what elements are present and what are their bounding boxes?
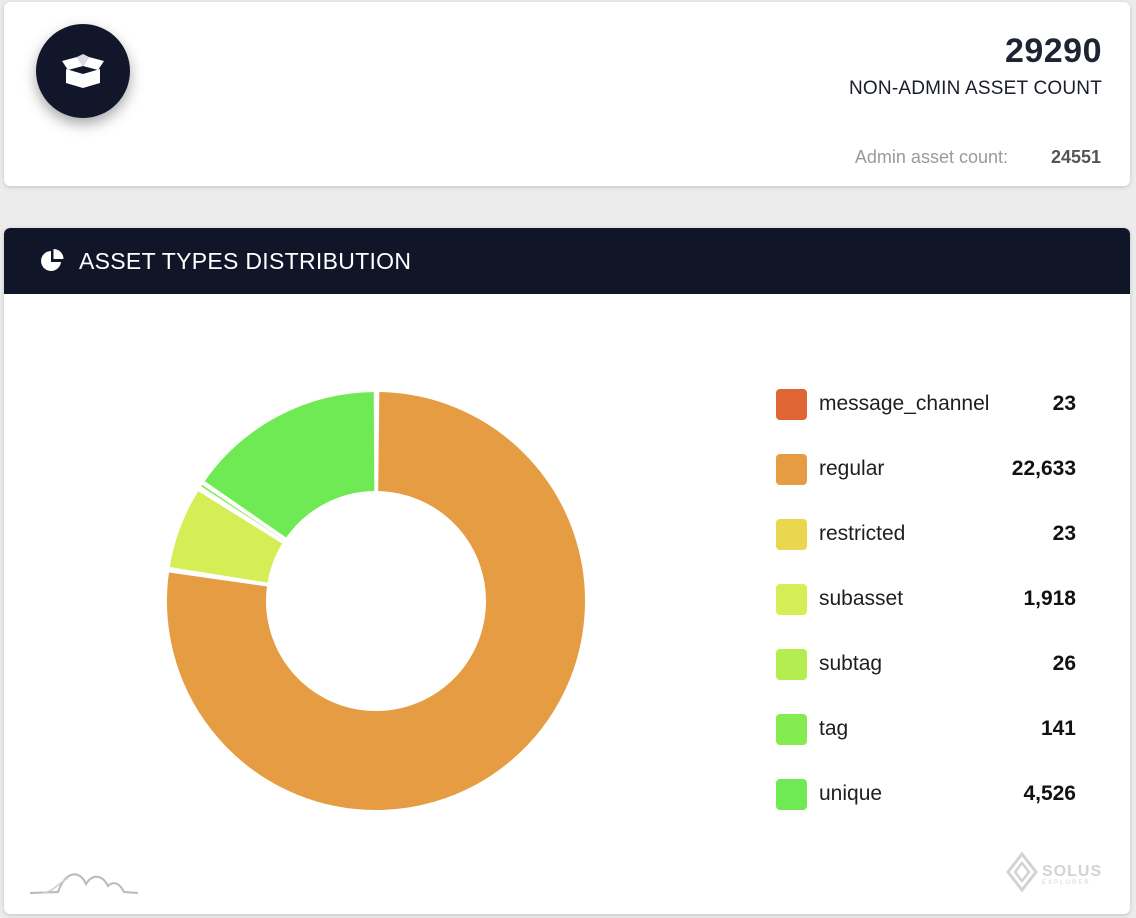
legend-swatch (776, 453, 807, 485)
distribution-header: ASSET TYPES DISTRIBUTION (4, 228, 1130, 294)
pie-chart-icon (39, 248, 65, 274)
asset-count-card: 29290 NON-ADMIN ASSET COUNT Admin asset … (4, 2, 1130, 186)
legend-swatch (776, 778, 807, 810)
legend-item-unique[interactable]: unique 4,526 (776, 778, 1076, 810)
legend-value: 141 (1040, 717, 1076, 740)
non-admin-asset-count: 29290 (1004, 32, 1102, 70)
legend-label: subtag (819, 652, 883, 675)
legend-value: 23 (1052, 522, 1076, 545)
legend-swatch (776, 713, 807, 745)
distribution-title: ASSET TYPES DISTRIBUTION (79, 247, 412, 274)
legend-value: 26 (1052, 652, 1076, 675)
legend-label: message_channel (819, 392, 990, 415)
legend-label: unique (819, 782, 883, 805)
legend-swatch (776, 518, 807, 550)
legend-value: 1,918 (1023, 587, 1076, 610)
legend-value: 4,526 (1023, 782, 1076, 805)
solus-logo-subtitle: EXPLORER (1042, 880, 1091, 886)
legend-item-regular[interactable]: regular 22,633 (776, 453, 1076, 485)
mountain-logo-icon (28, 866, 140, 903)
donut-slice-unique[interactable] (202, 390, 377, 540)
solus-logo-name: SOLUS (1042, 863, 1103, 880)
legend-label: tag (819, 717, 849, 740)
asset-types-donut-chart (165, 390, 587, 812)
legend-item-subasset[interactable]: subasset 1,918 (776, 583, 1076, 615)
legend-item-message-channel[interactable]: message_channel 23 (776, 388, 1076, 420)
legend-label: restricted (819, 522, 906, 545)
legend-value: 22,633 (1011, 457, 1076, 480)
donut-slice-subasset[interactable] (167, 488, 285, 585)
asset-types-distribution-card: ASSET TYPES DISTRIBUTION message_channel… (4, 228, 1130, 914)
admin-asset-count-value: 24551 (1050, 147, 1101, 167)
legend-swatch (776, 388, 807, 420)
legend-label: regular (819, 457, 885, 480)
legend-item-tag[interactable]: tag 141 (776, 713, 1076, 745)
legend-label: subasset (819, 587, 904, 610)
solus-explorer-logo: SOLUS EXPLORER (1004, 850, 1102, 899)
non-admin-asset-count-label: NON-ADMIN ASSET COUNT (849, 78, 1102, 99)
legend-swatch (776, 648, 807, 680)
legend-value: 23 (1052, 392, 1076, 415)
box-open-icon (36, 24, 130, 118)
donut-slice-regular[interactable] (165, 390, 587, 812)
solus-diamond-icon (1004, 850, 1040, 899)
donut-slice-tag[interactable] (198, 482, 287, 543)
legend-item-restricted[interactable]: restricted 23 (776, 518, 1076, 550)
admin-asset-count-label: Admin asset count: (854, 147, 1008, 167)
legend-swatch (776, 583, 807, 615)
legend-item-subtag[interactable]: subtag 26 (776, 648, 1076, 680)
